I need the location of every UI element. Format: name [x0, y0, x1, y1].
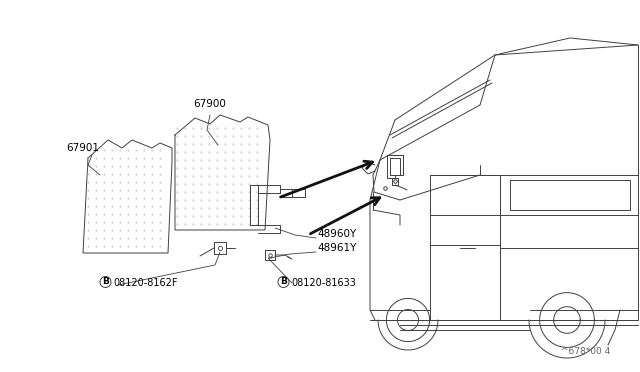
Text: B: B: [280, 278, 287, 286]
Text: 08120-8162F: 08120-8162F: [113, 278, 177, 288]
Text: B: B: [102, 278, 109, 286]
Text: 67900: 67900: [193, 99, 226, 109]
Text: ^678*00 4: ^678*00 4: [561, 347, 610, 356]
Text: 67901: 67901: [66, 143, 99, 153]
Text: 08120-81633: 08120-81633: [291, 278, 356, 288]
Text: 48961Y: 48961Y: [317, 243, 356, 253]
Text: 48960Y: 48960Y: [317, 229, 356, 239]
